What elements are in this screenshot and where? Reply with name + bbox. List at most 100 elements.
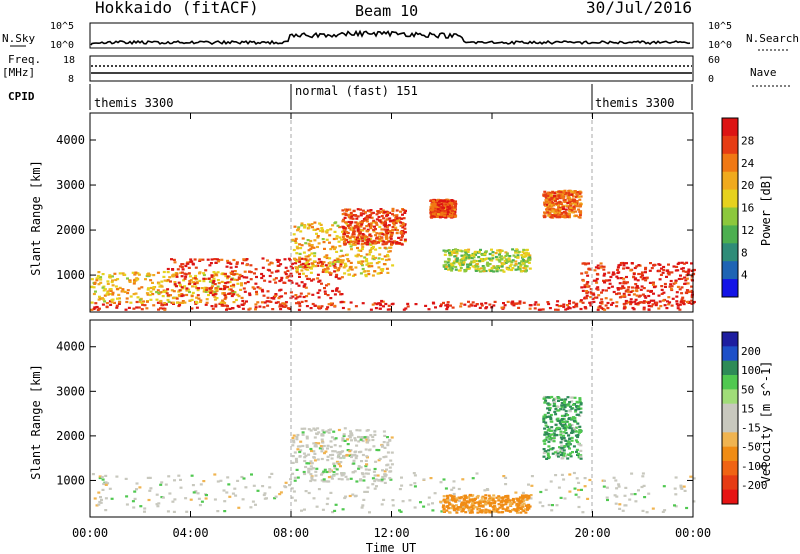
power-cell <box>102 289 106 292</box>
power-cell <box>213 293 217 296</box>
power-cell <box>351 217 355 220</box>
power-cell <box>548 204 551 207</box>
power-cell <box>339 249 343 252</box>
power-cell <box>597 267 601 270</box>
power-cell <box>686 272 690 275</box>
velocity-cell <box>321 441 325 444</box>
power-cell <box>380 215 384 218</box>
power-cell <box>124 308 128 311</box>
nsky-trace <box>90 29 691 46</box>
velocity-cell <box>514 509 518 512</box>
velocity-cell <box>645 511 649 514</box>
power-cell <box>345 208 349 211</box>
velocity-cell <box>293 479 297 482</box>
power-cell <box>534 301 538 304</box>
power-cell <box>680 267 684 270</box>
velocity-cell <box>166 510 170 513</box>
velocity-cell <box>355 454 359 457</box>
power-cell <box>676 262 680 265</box>
power-cell <box>128 279 132 282</box>
power-cell <box>579 205 582 208</box>
velocity-cell <box>413 474 417 477</box>
power-cell <box>395 241 399 244</box>
velocity-cell <box>102 482 106 486</box>
power-cell <box>505 266 509 269</box>
velocity-cell <box>333 464 337 468</box>
freq-panel-frame <box>89 55 694 82</box>
power-cell <box>380 299 384 303</box>
velocity-cell <box>566 404 570 407</box>
power-cell <box>577 208 581 211</box>
power-cell <box>235 262 239 265</box>
power-cell <box>99 278 103 281</box>
velocity-cell <box>453 509 456 512</box>
power-cell <box>340 238 344 241</box>
power-cell <box>213 298 217 301</box>
power-cell <box>446 200 450 203</box>
power-cell <box>564 214 568 217</box>
power-cell <box>240 275 244 278</box>
velocity-cell <box>335 473 339 476</box>
velocity-cell <box>544 424 548 427</box>
power-cell <box>286 307 290 310</box>
power-cell <box>336 258 340 261</box>
power-cell <box>586 274 590 277</box>
power-cell <box>137 306 141 309</box>
velocity-cell <box>391 499 395 502</box>
power-cell <box>674 279 678 282</box>
power-cell <box>116 278 120 281</box>
power-cell <box>255 290 258 293</box>
power-cell <box>477 250 481 253</box>
power-cell <box>311 302 315 306</box>
velocity-cell <box>476 508 480 511</box>
velocity-cell <box>612 476 616 479</box>
power-cell <box>358 230 362 233</box>
velocity-cell <box>553 403 557 406</box>
power-cell <box>687 268 691 271</box>
power-cell <box>595 277 599 281</box>
velocity-cell <box>473 506 477 509</box>
velocity-cell <box>542 448 546 451</box>
power-ytick-label: 1000 <box>56 268 85 282</box>
power-cell <box>569 203 573 206</box>
velocity-cell <box>507 509 511 512</box>
power-cell <box>650 267 654 270</box>
power-cell <box>291 267 294 270</box>
power-cell <box>447 264 451 267</box>
power-cell <box>190 260 194 263</box>
power-cell <box>343 243 347 246</box>
velocity-cell <box>492 508 496 511</box>
power-cell <box>660 267 663 270</box>
power-cell <box>361 233 365 236</box>
power-cell <box>507 258 511 261</box>
velocity-cell <box>125 495 129 498</box>
velocity-cell <box>574 410 578 413</box>
power-cell <box>361 302 365 305</box>
power-cell <box>343 216 347 219</box>
velocity-cell <box>333 444 337 447</box>
velocity-cell <box>542 418 546 422</box>
power-cell <box>346 241 350 244</box>
velocity-cell <box>362 475 366 478</box>
power-cell <box>366 230 370 233</box>
power-cell <box>605 279 608 282</box>
velocity-cell <box>197 497 201 500</box>
power-cell <box>460 254 464 257</box>
velocity-cell <box>320 473 323 476</box>
power-cell <box>395 218 399 221</box>
velocity-cell <box>618 507 622 510</box>
power-cell <box>276 301 280 304</box>
power-cell <box>214 303 218 306</box>
power-cell <box>478 306 482 309</box>
velocity-cell <box>481 504 485 507</box>
power-cell <box>101 286 105 289</box>
power-cell <box>383 221 387 224</box>
power-cell <box>242 287 246 290</box>
velocity-cell <box>167 475 171 478</box>
power-cell <box>572 206 576 209</box>
velocity-cell <box>463 498 466 501</box>
velocity-cell <box>307 453 311 456</box>
power-cell <box>378 246 382 250</box>
velocity-cell <box>506 495 510 498</box>
velocity-cell <box>156 505 160 508</box>
